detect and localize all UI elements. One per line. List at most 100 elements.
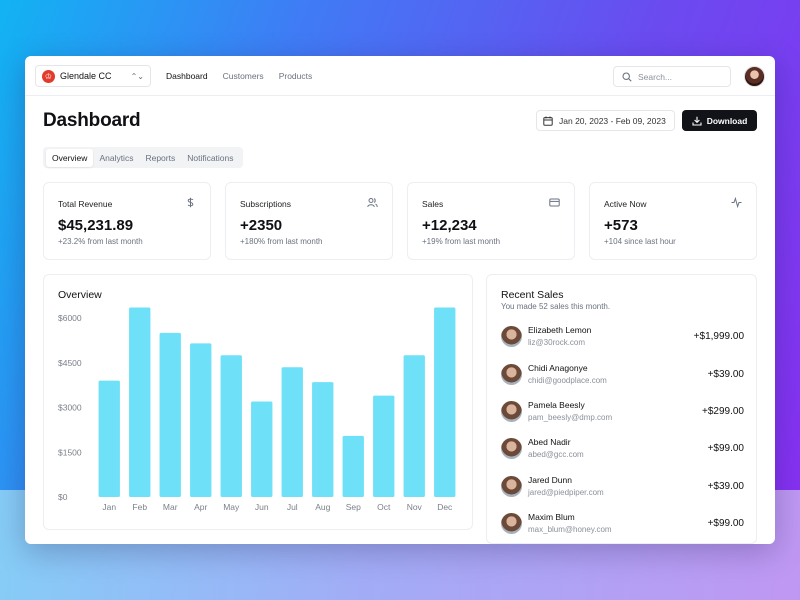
bar-oct[interactable] bbox=[373, 395, 395, 497]
stat-value: +2350 bbox=[240, 217, 283, 234]
dollar-icon bbox=[187, 197, 194, 208]
date-range-picker[interactable]: Jan 20, 2023 - Feb 09, 2023 bbox=[536, 110, 675, 131]
sale-amount: +$299.00 bbox=[702, 406, 744, 417]
sale-amount: +$39.00 bbox=[707, 481, 744, 492]
x-tick-label: Apr bbox=[194, 502, 207, 512]
customer-email: pam_beesly@dmp.com bbox=[528, 413, 613, 422]
bar-nov[interactable] bbox=[403, 355, 425, 497]
bar-may[interactable] bbox=[220, 355, 242, 497]
customer-email: jared@piedpiper.com bbox=[528, 488, 604, 497]
x-tick-label: Oct bbox=[377, 502, 391, 512]
stat-value: +12,234 bbox=[422, 217, 477, 234]
top-navigation-bar: ♔ Glendale CC ⌃⌄ Dashboard Customers Pro… bbox=[25, 56, 775, 96]
x-tick-label: Sep bbox=[346, 502, 361, 512]
tab-reports[interactable]: Reports bbox=[145, 152, 176, 163]
customer-avatar bbox=[501, 364, 522, 385]
stat-label: Active Now bbox=[604, 199, 647, 209]
recent-sales-subtitle: You made 52 sales this month. bbox=[501, 302, 611, 311]
recent-sales-panel: Recent Sales You made 52 sales this mont… bbox=[486, 274, 757, 544]
customer-name: Chidi Anagonye bbox=[528, 363, 588, 373]
bar-mar[interactable] bbox=[159, 332, 181, 497]
stat-delta: +180% from last month bbox=[240, 237, 323, 246]
tab-analytics[interactable]: Analytics bbox=[99, 152, 134, 163]
customer-avatar bbox=[501, 326, 522, 347]
customer-avatar bbox=[501, 401, 522, 422]
x-tick-label: Aug bbox=[315, 502, 330, 512]
sale-amount: +$39.00 bbox=[707, 369, 744, 380]
tab-overview[interactable]: Overview bbox=[46, 148, 94, 167]
customer-email: abed@gcc.com bbox=[528, 450, 584, 459]
credit-card-icon bbox=[549, 198, 560, 207]
recent-sales-title: Recent Sales bbox=[501, 289, 564, 301]
nav-item-products[interactable]: Products bbox=[278, 71, 313, 81]
bar-apr[interactable] bbox=[190, 343, 212, 497]
x-tick-label: Mar bbox=[163, 502, 178, 512]
tab-notifications[interactable]: Notifications bbox=[187, 152, 234, 163]
customer-avatar bbox=[501, 438, 522, 459]
stat-label: Subscriptions bbox=[240, 199, 292, 209]
customer-name: Maxim Blum bbox=[528, 512, 575, 522]
customer-email: max_blum@honey.com bbox=[528, 525, 612, 534]
chevron-up-down-icon: ⌃⌄ bbox=[130, 71, 144, 81]
sale-row: Jared Dunn jared@piedpiper.com +$39.00 bbox=[501, 475, 744, 499]
stat-card-total-revenue: Total Revenue $45,231.89 +23.2% from las… bbox=[43, 182, 211, 260]
bar-dec[interactable] bbox=[434, 307, 456, 497]
stat-label: Total Revenue bbox=[58, 199, 113, 209]
stat-value: +573 bbox=[604, 217, 638, 234]
x-tick-label: May bbox=[223, 502, 240, 512]
user-avatar[interactable] bbox=[744, 66, 765, 87]
sale-amount: +$1,999.00 bbox=[693, 331, 744, 342]
search-input[interactable]: Search... bbox=[638, 71, 673, 82]
stat-value: $45,231.89 bbox=[58, 217, 134, 234]
x-tick-label: Jul bbox=[287, 502, 298, 512]
calendar-icon bbox=[543, 116, 553, 126]
x-tick-label: Dec bbox=[437, 502, 453, 512]
y-tick-label: $3000 bbox=[58, 403, 82, 413]
y-tick-label: $4500 bbox=[58, 358, 82, 368]
bar-jun[interactable] bbox=[251, 401, 273, 497]
customer-name: Abed Nadir bbox=[528, 437, 571, 447]
team-logo-icon: ♔ bbox=[42, 69, 55, 83]
search-box[interactable]: Search... bbox=[613, 66, 731, 87]
download-button[interactable]: Download bbox=[682, 110, 757, 131]
sale-row: Elizabeth Lemon liz@30rock.com +$1,999.00 bbox=[501, 325, 744, 349]
customer-name: Jared Dunn bbox=[528, 475, 572, 485]
nav-item-dashboard[interactable]: Dashboard bbox=[166, 71, 208, 81]
stat-delta: +19% from last month bbox=[422, 237, 501, 246]
download-icon bbox=[692, 116, 702, 126]
bar-jan[interactable] bbox=[98, 380, 120, 497]
activity-icon bbox=[731, 197, 742, 208]
stat-card-active-now: Active Now +573 +104 since last hour bbox=[589, 182, 757, 260]
download-label: Download bbox=[706, 115, 748, 126]
dashboard-window: ♔ Glendale CC ⌃⌄ Dashboard Customers Pro… bbox=[25, 56, 775, 544]
tab-bar: Overview Analytics Reports Notifications bbox=[43, 147, 243, 168]
stat-delta: +23.2% from last month bbox=[58, 237, 143, 246]
sale-row: Maxim Blum max_blum@honey.com +$99.00 bbox=[501, 512, 744, 536]
sale-amount: +$99.00 bbox=[707, 518, 744, 529]
sale-amount: +$99.00 bbox=[707, 443, 744, 454]
customer-email: liz@30rock.com bbox=[528, 338, 586, 347]
x-tick-label: Jan bbox=[102, 502, 116, 512]
bar-sep[interactable] bbox=[342, 435, 364, 497]
bar-feb[interactable] bbox=[129, 307, 151, 497]
customer-avatar bbox=[501, 476, 522, 497]
customer-avatar bbox=[501, 513, 522, 534]
sale-row: Chidi Anagonye chidi@goodplace.com +$39.00 bbox=[501, 363, 744, 387]
date-range-text: Jan 20, 2023 - Feb 09, 2023 bbox=[559, 115, 666, 126]
y-tick-label: $6000 bbox=[58, 313, 82, 323]
customer-name: Pamela Beesly bbox=[528, 400, 585, 410]
stat-card-subscriptions: Subscriptions +2350 +180% from last mont… bbox=[225, 182, 393, 260]
team-name: Glendale CC bbox=[60, 71, 112, 81]
search-icon bbox=[622, 71, 632, 82]
bar-aug[interactable] bbox=[312, 382, 334, 497]
customer-name: Elizabeth Lemon bbox=[528, 325, 592, 335]
main-nav: Dashboard Customers Products bbox=[166, 71, 312, 81]
sale-row: Pamela Beesly pam_beesly@dmp.com +$299.00 bbox=[501, 400, 744, 424]
team-switcher[interactable]: ♔ Glendale CC ⌃⌄ bbox=[35, 65, 151, 87]
bar-jul[interactable] bbox=[281, 367, 303, 497]
nav-item-customers[interactable]: Customers bbox=[222, 71, 264, 81]
customer-email: chidi@goodplace.com bbox=[528, 376, 607, 385]
stat-card-sales: Sales +12,234 +19% from last month bbox=[407, 182, 575, 260]
page-title: Dashboard bbox=[43, 110, 141, 131]
stat-delta: +104 since last hour bbox=[604, 237, 676, 246]
